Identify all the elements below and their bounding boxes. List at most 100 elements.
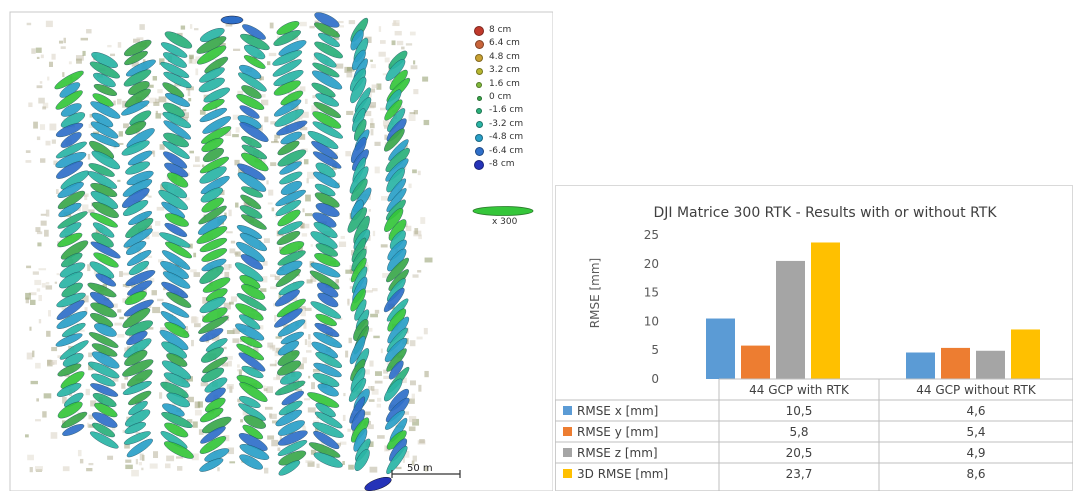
error-ellipse [199, 107, 228, 123]
error-ellipse [238, 72, 267, 92]
error-ellipse [123, 431, 151, 445]
error-ellipse [243, 55, 266, 69]
error-ellipse [126, 241, 147, 255]
error-ellipse [161, 412, 193, 428]
error-ellipse [199, 436, 227, 454]
error-ellipse [237, 172, 267, 192]
error-ellipse [198, 205, 227, 225]
error-ellipse [90, 101, 121, 119]
error-ellipse [161, 250, 191, 270]
error-ellipse [312, 62, 340, 78]
error-ellipse [92, 201, 119, 219]
error-ellipse [93, 84, 118, 96]
data-label: 23,7 [786, 467, 813, 481]
legend-label: -1.6 cm [489, 105, 524, 116]
error-ellipse [244, 44, 266, 60]
error-ellipse [94, 323, 117, 337]
error-ellipse [91, 373, 116, 387]
error-ellipse [56, 161, 84, 179]
error-ellipse [314, 322, 340, 338]
error-ellipse [87, 171, 118, 189]
legend-label: 6.4 cm [489, 38, 520, 49]
error-ellipse [165, 93, 191, 107]
error-ellipse [90, 383, 119, 397]
error-ellipse [314, 22, 340, 38]
error-ellipse [199, 237, 228, 253]
error-ellipse [280, 371, 302, 385]
bar [741, 345, 770, 379]
error-ellipse [160, 61, 190, 79]
error-ellipse [121, 140, 150, 156]
bars [706, 242, 1040, 379]
legend-swatch [476, 95, 482, 101]
error-ellipse [239, 105, 260, 119]
error-ellipse [62, 424, 85, 436]
legend-key [563, 448, 572, 457]
error-ellipse [348, 378, 367, 402]
error-ellipse [202, 356, 228, 374]
y-tick-label: 25 [644, 228, 659, 242]
error-ellipse [55, 333, 83, 347]
error-ellipse [162, 141, 190, 159]
y-axis-ticks: 0 5 10 15 20 25 [644, 228, 659, 386]
error-ellipse [313, 452, 343, 468]
data-label: 4,9 [966, 446, 985, 460]
error-ellipse [92, 422, 116, 438]
deviation-map-panel: 50 m 8 cm 6.4 cm 4.8 cm 3.2 cm 1.6 cm 0 cm -1.… [9, 11, 553, 491]
error-ellipse [56, 311, 88, 329]
error-ellipse [93, 252, 119, 268]
legend-swatch [474, 39, 484, 49]
error-ellipse [311, 82, 336, 98]
series-name: 3D RMSE [mm] [577, 467, 668, 481]
legend-label: 1.6 cm [489, 78, 520, 89]
error-ellipse [276, 120, 308, 136]
error-ellipse [122, 308, 151, 328]
error-ellipse [239, 232, 267, 252]
error-ellipse [61, 411, 88, 429]
error-ellipse [122, 359, 154, 377]
error-ellipse [61, 252, 83, 268]
error-ellipse [239, 444, 270, 460]
error-ellipse [311, 140, 339, 160]
error-ellipse [314, 411, 343, 429]
error-ellipse [315, 352, 343, 368]
error-ellipse [163, 441, 194, 459]
error-ellipse [162, 111, 192, 129]
legend-label: 4.8 cm [489, 51, 520, 62]
error-ellipse [239, 314, 261, 330]
error-ellipse [57, 363, 82, 377]
error-ellipse [273, 30, 301, 46]
error-ellipse [277, 221, 303, 235]
error-ellipse [160, 42, 188, 58]
error-ellipse [279, 161, 302, 175]
error-ellipse [202, 147, 224, 163]
category-label: 44 GCP without RTK [916, 383, 1037, 397]
error-ellipse [121, 100, 150, 116]
error-ellipse [312, 422, 344, 438]
error-ellipse [239, 396, 261, 408]
series-name: RMSE z [mm] [577, 446, 658, 460]
bar [941, 347, 970, 379]
error-ellipse [241, 85, 262, 99]
error-ellipse [274, 380, 306, 396]
error-ellipse [273, 99, 302, 117]
error-ellipse [54, 70, 84, 90]
error-ellipse [198, 316, 229, 334]
error-ellipse [90, 121, 119, 139]
error-ellipse [196, 45, 227, 65]
error-ellipse [162, 271, 191, 289]
error-ellipse [166, 392, 190, 408]
error-ellipse [277, 209, 301, 227]
error-ellipse [57, 401, 83, 419]
y-tick-label: 20 [644, 257, 659, 271]
error-ellipse [203, 87, 230, 103]
error-ellipse [279, 171, 303, 185]
error-ellipse [239, 205, 263, 219]
legend-swatch [474, 160, 484, 170]
error-ellipse [384, 128, 405, 152]
bar [906, 352, 935, 379]
error-ellipse [238, 403, 267, 421]
error-ellipse [124, 350, 148, 366]
legend-swatch [475, 121, 483, 129]
error-ellipse [199, 458, 224, 472]
